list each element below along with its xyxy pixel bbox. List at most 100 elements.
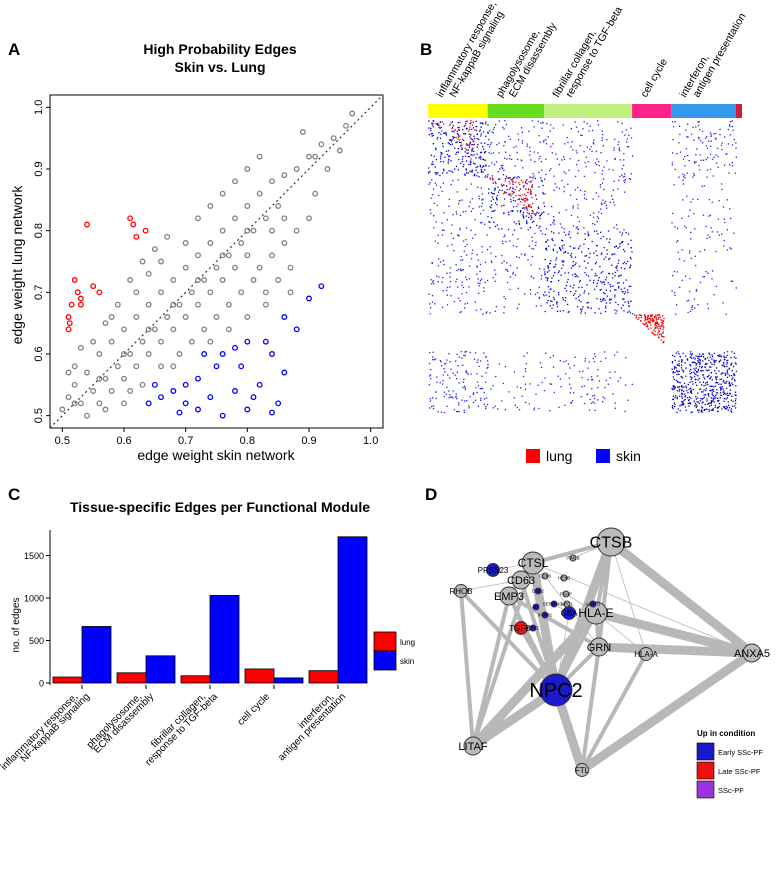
node-label: GBA bbox=[561, 609, 579, 618]
heatmap-cell bbox=[487, 124, 489, 126]
scatter-point-skin-specific bbox=[262, 338, 269, 345]
heatmap-cell bbox=[589, 252, 591, 255]
heatmap-cell bbox=[461, 147, 463, 149]
heatmap-cell bbox=[575, 150, 577, 152]
heatmap-cell bbox=[461, 199, 463, 201]
heatmap-cell bbox=[726, 380, 728, 382]
node-circle bbox=[569, 554, 577, 562]
heatmap-cell bbox=[713, 352, 716, 355]
heatmap-cell bbox=[690, 238, 692, 240]
scatter-point-skin-specific bbox=[195, 406, 201, 413]
heatmap-cell bbox=[477, 282, 479, 284]
heatmap-cell bbox=[680, 367, 683, 369]
heatmap-cell bbox=[482, 122, 484, 125]
heatmap-cell bbox=[431, 301, 434, 303]
heatmap-cell bbox=[523, 198, 525, 200]
heatmap-cell bbox=[657, 323, 659, 326]
heatmap-cell bbox=[617, 303, 619, 306]
heatmap-cell bbox=[506, 188, 508, 191]
module-color-block bbox=[735, 104, 742, 118]
heatmap-cell bbox=[711, 278, 713, 280]
heatmap-cell bbox=[726, 387, 728, 389]
heatmap-cell bbox=[530, 218, 532, 221]
heatmap-cell bbox=[694, 358, 696, 360]
heatmap-cell bbox=[576, 226, 578, 228]
heatmap-cell bbox=[458, 141, 461, 144]
heatmap-cell bbox=[485, 397, 488, 399]
heatmap-cell bbox=[711, 363, 713, 365]
heatmap-cell bbox=[603, 297, 605, 300]
heatmap-cell bbox=[683, 175, 685, 178]
heatmap-cell bbox=[707, 402, 710, 404]
heatmap-cell bbox=[723, 164, 726, 166]
heatmap-cell bbox=[711, 358, 713, 360]
heatmap-cell bbox=[596, 298, 598, 300]
heatmap-cell bbox=[493, 126, 496, 129]
network-node-anxa5: ANXA5 bbox=[734, 643, 770, 663]
heatmap-cell bbox=[461, 293, 463, 295]
heatmap-cell bbox=[617, 188, 619, 190]
network-edge bbox=[591, 608, 757, 658]
heatmap-cell bbox=[591, 378, 594, 381]
heatmap-cell bbox=[672, 212, 674, 215]
heatmap-cell bbox=[710, 135, 712, 137]
heatmap-cell bbox=[556, 303, 558, 305]
heatmap-cell bbox=[432, 281, 434, 283]
heatmap-cell bbox=[482, 158, 484, 160]
heatmap-cell bbox=[529, 383, 531, 385]
heatmap-cell bbox=[703, 276, 706, 278]
heatmap-cell bbox=[681, 386, 683, 388]
heatmap-cell bbox=[492, 132, 495, 134]
heatmap-cell bbox=[502, 242, 504, 245]
heatmap-cell bbox=[530, 176, 532, 178]
heatmap-cell bbox=[535, 305, 538, 307]
heatmap-cell bbox=[583, 243, 585, 245]
network-edge bbox=[551, 537, 616, 695]
heatmap-cell bbox=[626, 141, 628, 143]
heatmap-cell bbox=[602, 298, 604, 301]
heatmap-cell bbox=[542, 193, 545, 195]
heatmap-cell bbox=[534, 214, 537, 216]
heatmap-cell bbox=[719, 392, 722, 394]
heatmap-cell bbox=[562, 299, 564, 301]
heatmap-cell bbox=[492, 210, 495, 212]
heatmap-cell bbox=[459, 145, 462, 147]
heatmap-cell bbox=[482, 131, 485, 133]
heatmap-cell bbox=[557, 375, 559, 377]
heatmap-cell bbox=[585, 255, 588, 257]
heatmap-cell bbox=[731, 375, 733, 377]
heatmap-cell bbox=[533, 175, 535, 177]
heatmap-cell bbox=[690, 351, 692, 353]
heatmap-cell bbox=[718, 361, 720, 363]
heatmap-cell bbox=[609, 290, 612, 292]
heatmap-cell bbox=[726, 392, 728, 395]
network-edge bbox=[580, 645, 601, 772]
heatmap-cell bbox=[548, 295, 550, 297]
scatter-point-shared bbox=[96, 400, 103, 407]
heatmap-cell bbox=[459, 311, 461, 314]
heatmap-cell bbox=[527, 229, 529, 231]
bar-lung bbox=[116, 672, 147, 684]
heatmap-cell bbox=[729, 247, 731, 249]
heatmap-cell bbox=[690, 411, 692, 414]
heatmap-cell bbox=[713, 294, 715, 296]
scatter-point-shared bbox=[318, 141, 325, 148]
heatmap-cell bbox=[441, 234, 444, 236]
heatmap-cell bbox=[622, 262, 624, 265]
heatmap-cell bbox=[495, 161, 498, 163]
scatter-point-skin-specific bbox=[269, 351, 275, 357]
category-label-line2: antigen presentation bbox=[276, 691, 348, 763]
heatmap-cell bbox=[498, 142, 500, 144]
heatmap-cell bbox=[496, 144, 498, 146]
heatmap-cell bbox=[705, 382, 707, 384]
heatmap-cell bbox=[463, 411, 465, 414]
heatmap-cell bbox=[559, 378, 562, 380]
heatmap-cell bbox=[686, 358, 688, 360]
heatmap-cell bbox=[644, 315, 647, 318]
heatmap-cell bbox=[518, 220, 520, 222]
node-label: HEXB bbox=[558, 576, 570, 581]
scatter-point-shared bbox=[244, 252, 251, 259]
heatmap-cell bbox=[676, 386, 679, 388]
heatmap-cell bbox=[488, 188, 490, 190]
heatmap-cell bbox=[682, 158, 685, 160]
